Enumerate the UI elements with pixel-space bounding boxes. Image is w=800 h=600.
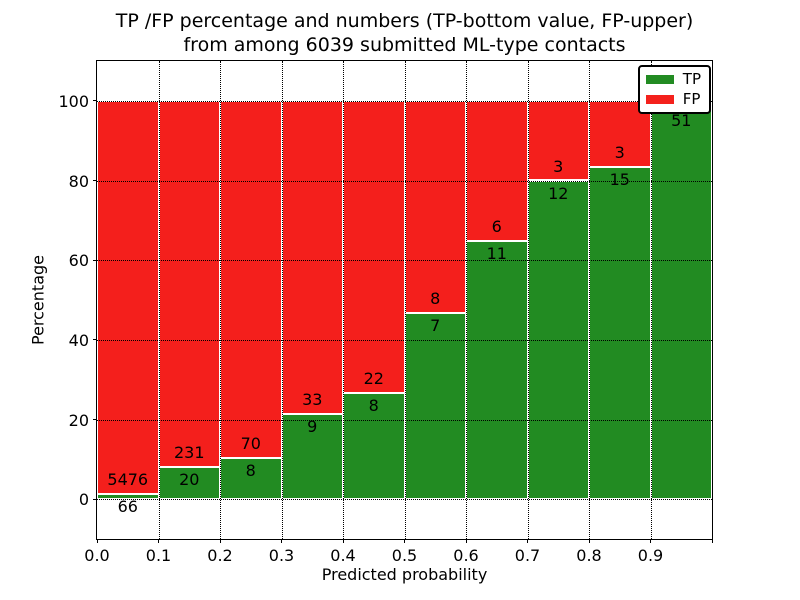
tp-count-label: 7 <box>430 316 441 336</box>
v-gridline <box>158 61 160 539</box>
fp-count-label: 3 <box>553 156 564 176</box>
fp-count-label: 22 <box>363 368 384 388</box>
fp-count-label: 8 <box>430 289 441 309</box>
fp-count-label: 33 <box>302 389 323 409</box>
x-tick-mark <box>588 539 590 543</box>
legend-label-fp: FP <box>682 90 701 108</box>
bar-fp-segment <box>97 100 159 495</box>
x-tick-mark <box>342 539 344 543</box>
bar-tp-segment <box>650 108 712 500</box>
legend-label-tp: TP <box>682 70 701 88</box>
legend-item-fp: FP <box>645 90 701 108</box>
tp-count-label: 12 <box>548 183 569 203</box>
fp-legend-swatch-icon <box>645 95 674 104</box>
tp-count-label: 15 <box>609 170 630 190</box>
x-tick-label: 0.1 <box>145 546 172 565</box>
v-gridline <box>404 61 406 539</box>
x-tick-mark <box>281 539 282 543</box>
x-tick-label: 0.4 <box>330 546 356 565</box>
v-gridline <box>220 61 221 539</box>
chart-title: TP /FP percentage and numbers (TP-bottom… <box>96 9 713 57</box>
tp-legend-swatch-icon <box>645 75 674 84</box>
tp-count-label: 66 <box>117 497 138 517</box>
y-tick-mark <box>93 419 97 420</box>
y-axis-label: Percentage <box>28 254 48 346</box>
x-tick-mark <box>465 539 467 543</box>
x-tick-mark <box>158 539 159 543</box>
v-gridline <box>466 61 467 539</box>
tp-count-label: 8 <box>245 461 256 481</box>
x-tick-label: 0.5 <box>391 546 418 565</box>
x-tick-mark <box>404 539 405 543</box>
v-gridline <box>343 61 344 539</box>
x-tick-mark <box>96 539 98 543</box>
x-tick-mark <box>527 539 528 543</box>
bar-tp-segment <box>158 467 220 500</box>
x-tick-label: 0.6 <box>453 546 479 565</box>
y-tick-label: 40 <box>68 330 89 350</box>
bar-fp-segment <box>158 100 220 468</box>
v-gridline <box>281 61 283 539</box>
bar-fp-segment <box>527 100 589 181</box>
tp-count-label: 8 <box>368 395 379 415</box>
y-tick-mark <box>93 100 97 102</box>
y-tick-label: 60 <box>68 251 89 271</box>
bar-tp-segment <box>97 494 159 500</box>
x-tick-label: 0.8 <box>576 546 602 565</box>
x-tick-mark <box>219 539 221 543</box>
y-tick-mark <box>93 180 97 181</box>
y-tick-mark <box>93 498 97 500</box>
y-tick-mark <box>93 259 97 261</box>
bar-fp-segment <box>404 100 466 314</box>
tp-count-label: 51 <box>671 111 692 131</box>
bar-fp-segment <box>281 100 343 414</box>
fp-count-label: 231 <box>173 443 205 463</box>
tp-count-label: 20 <box>179 470 200 490</box>
fp-count-label: 6 <box>491 217 502 237</box>
x-tick-label: 0.7 <box>514 546 541 565</box>
bar-tp-segment <box>466 241 528 500</box>
x-axis-label: Predicted probability <box>321 565 488 584</box>
chart-title-line1: TP /FP percentage and numbers (TP-bottom… <box>115 10 694 32</box>
fp-count-label: 70 <box>240 434 261 454</box>
fp-count-label: 5476 <box>107 470 149 490</box>
x-tick-label: 0.2 <box>207 546 233 565</box>
v-gridline <box>527 61 529 539</box>
x-tick-label: 0.3 <box>268 546 295 565</box>
fp-count-label: 3 <box>614 143 625 163</box>
x-tick-label: 0.9 <box>637 546 664 565</box>
plot-area: TP FP 0.0 0.1 0.2 0.3 0.4 0.5 0.6 0.7 0.8 0.9 0 20 4… <box>58 60 713 565</box>
y-tick-mark <box>93 339 97 341</box>
bar-fp-segment <box>220 100 282 459</box>
legend-item-tp: TP <box>645 70 701 88</box>
chart-title-line2: from among 6039 submitted ML-type contac… <box>183 34 626 56</box>
bar-tp-segment <box>589 167 651 500</box>
v-gridline <box>589 61 590 539</box>
legend: TP FP <box>637 65 711 114</box>
y-tick-label: 100 <box>58 91 89 111</box>
tp-count-label: 11 <box>486 244 507 264</box>
v-gridline <box>650 61 652 539</box>
bar-tp-segment <box>343 392 405 500</box>
tp-count-label: 9 <box>307 416 318 436</box>
bar-tp-segment <box>281 413 343 500</box>
y-tick-label: 80 <box>68 171 89 191</box>
bar-tp-segment <box>404 313 466 500</box>
x-tick-label: 0.0 <box>84 546 110 565</box>
bar-fp-segment <box>343 100 405 393</box>
y-tick-label: 20 <box>68 410 89 430</box>
x-tick-mark <box>650 539 651 543</box>
y-tick-label: 0 <box>78 490 89 510</box>
x-tick-mark <box>711 539 713 543</box>
